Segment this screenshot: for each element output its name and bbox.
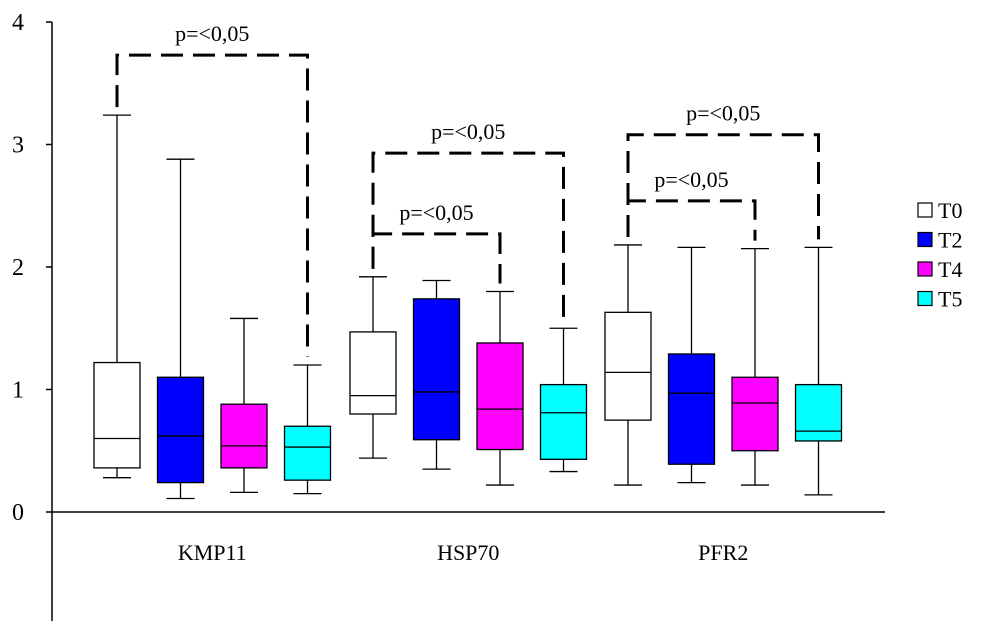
p-value-label: p=<0,05	[175, 21, 249, 46]
significance-bracket: p=<0,05	[371, 200, 502, 284]
category-label: KMP11	[178, 540, 247, 565]
legend-item-T4: T4	[917, 257, 962, 282]
box-T0-KMP11	[93, 114, 141, 479]
bracket-line	[626, 199, 757, 241]
box-T4-PFR2	[731, 247, 779, 486]
box-T2-HSP70	[412, 279, 461, 470]
p-value-label: p=<0,05	[431, 119, 505, 144]
legend-swatch	[917, 290, 933, 307]
y-tick-label: 3	[12, 133, 24, 159]
p-value-label: p=<0,05	[686, 101, 760, 126]
box-series	[93, 114, 843, 500]
y-tick-label: 1	[12, 378, 24, 404]
significance-brackets: p=<0,05 p=<0,05 p=<0,05 p=<0,05 p=<0,05	[115, 21, 820, 357]
box-T4-KMP11	[220, 317, 268, 494]
category-label: HSP70	[437, 540, 499, 565]
legend-item-T5: T5	[917, 287, 962, 312]
p-value-label: p=<0,05	[654, 167, 728, 192]
legend-swatch	[917, 231, 933, 248]
box-iqr	[667, 353, 716, 465]
box-T0-PFR2	[604, 244, 652, 486]
box-T0-HSP70	[349, 276, 397, 459]
significance-bracket: p=<0,05	[115, 21, 309, 357]
box-iqr	[539, 383, 588, 460]
legend-item-T0: T0	[917, 198, 962, 223]
legend-label: T0	[938, 198, 962, 223]
legend-item-T2: T2	[917, 228, 962, 253]
box-iqr	[156, 376, 205, 484]
bracket-line	[115, 53, 309, 357]
box-iqr	[794, 383, 843, 442]
legend-label: T5	[938, 287, 962, 312]
category-label: PFR2	[698, 540, 748, 565]
box-iqr	[93, 361, 141, 469]
bracket-line	[371, 151, 565, 321]
significance-bracket: p=<0,05	[626, 101, 820, 240]
legend-label: T4	[938, 257, 962, 282]
box-T2-KMP11	[156, 158, 205, 500]
legend-swatch	[917, 261, 933, 277]
legend-swatch	[917, 202, 933, 218]
box-T5-KMP11	[283, 364, 332, 495]
box-iqr	[349, 331, 397, 415]
box-T4-HSP70	[476, 290, 524, 486]
box-T2-PFR2	[667, 246, 716, 484]
y-tick-label: 4	[12, 10, 24, 36]
significance-bracket: p=<0,05	[626, 167, 757, 241]
box-iqr	[731, 376, 779, 452]
box-iqr	[476, 342, 524, 451]
box-iqr	[412, 298, 461, 441]
box-T5-HSP70	[539, 327, 588, 473]
p-value-label: p=<0,05	[399, 200, 473, 225]
bracket-line	[371, 232, 502, 284]
box-iqr	[283, 425, 332, 481]
significance-bracket: p=<0,05	[371, 119, 565, 321]
y-tick-label: 0	[12, 500, 24, 526]
axes: 0 1 2 3 4 KMP11 HSP70 PFR2	[12, 10, 885, 621]
box-T5-PFR2	[794, 246, 843, 496]
box-iqr	[604, 311, 652, 421]
box-iqr	[220, 403, 268, 469]
legend: T0 T2 T4 T5	[917, 198, 962, 312]
bracket-line	[626, 133, 820, 240]
y-tick-label: 2	[12, 255, 24, 281]
legend-label: T2	[938, 228, 962, 253]
